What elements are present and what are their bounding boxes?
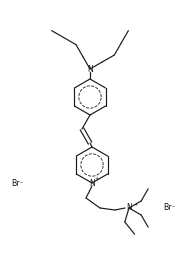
Text: N: N bbox=[126, 203, 132, 212]
Text: N: N bbox=[87, 64, 93, 73]
Text: Br⁻: Br⁻ bbox=[12, 178, 24, 187]
Text: Br⁻: Br⁻ bbox=[164, 203, 176, 212]
Text: +: + bbox=[134, 202, 138, 206]
Text: N: N bbox=[89, 178, 95, 187]
Text: +: + bbox=[95, 177, 99, 181]
